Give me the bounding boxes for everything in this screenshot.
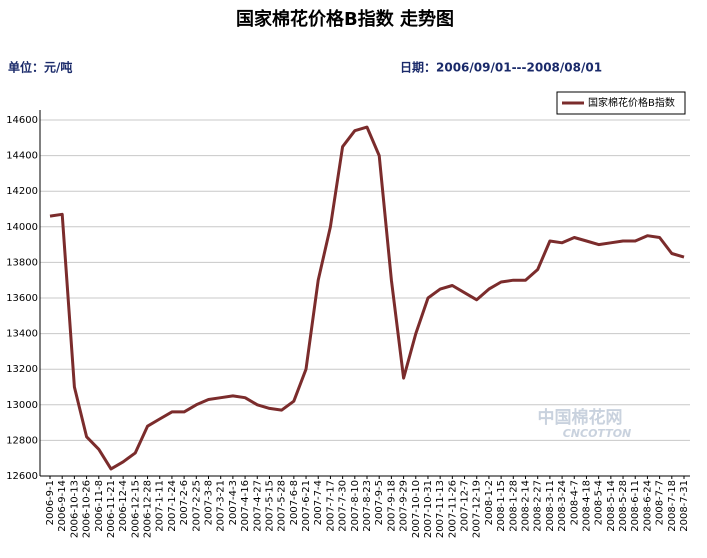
x-tick-label: 2008-7-18 [667,480,678,532]
x-tick-label: 2007-2-6 [179,480,190,525]
y-tick-label: 13000 [6,400,38,411]
x-tick-label: 2006-12-28 [143,480,154,538]
y-tick-label: 14200 [6,186,38,197]
x-tick-label: 2008-7-7 [655,480,666,525]
x-tick-label: 2007-6-21 [301,480,312,532]
legend-box [556,91,686,115]
y-tick-label: 12800 [6,435,38,446]
x-tick-label: 2008-5-14 [606,480,617,532]
y-tick-label: 14000 [6,222,38,233]
x-tick-label: 2008-6-24 [642,480,653,532]
x-tick-label: 2008-4-18 [581,480,592,532]
x-tick-label: 2007-3-8 [204,480,215,525]
x-tick-label: 2007-3-21 [216,480,227,532]
x-tick-label: 2008-1-28 [508,480,519,532]
x-tick-label: 2007-2-25 [191,480,202,532]
line-series [49,125,685,471]
y-tick-label: 14600 [6,115,38,126]
x-tick-label: 2007-7-17 [325,480,336,532]
unit-label: 单位：元/吨 [8,60,72,75]
x-tick-label: 2007-9-29 [399,480,410,532]
x-tick-label: 2007-11-26 [447,480,458,538]
x-tick-label: 2007-5-28 [277,480,288,532]
x-tick-label: 2006-9-1 [45,480,56,525]
x-tick-label: 2008-6-11 [630,480,641,532]
x-tick-label: 2006-11-21 [106,480,117,538]
x-tick-label: 2007-10-10 [411,480,422,538]
x-tick-label: 2007-8-23 [362,480,373,532]
x-tick-label: 2008-2-14 [521,480,532,532]
legend-label: 国家棉花价格B指数 [588,96,675,109]
x-tick-label: 2007-10-31 [423,480,434,538]
x-tick-label: 2006-9-14 [57,480,68,532]
x-tick-label: 2006-10-26 [82,480,93,538]
watermark-sub: CNCOTTON [563,427,632,440]
y-tick-label: 13800 [6,257,38,268]
x-tick-label: 2007-12-7 [460,480,471,532]
x-tick-label: 2007-8-10 [350,480,361,532]
x-tick-label: 2007-4-16 [240,480,251,532]
y-tick-label: 13600 [6,293,38,304]
x-tick-label: 2007-11-13 [435,480,446,538]
x-tick-label: 2007-9-18 [386,480,397,532]
x-tick-label: 2006-12-15 [130,480,141,538]
x-tick-label: 2008-1-2 [484,480,495,525]
x-tick-label: 2006-12-4 [118,480,129,532]
x-tick-label: 2006-11-8 [94,480,105,532]
x-tick-label: 2007-1-24 [167,480,178,532]
x-tick-label: 2008-3-11 [545,480,556,532]
x-tick-label: 2007-4-27 [252,480,263,532]
date-range: 日期：2006/09/01---2008/08/01 [400,60,602,75]
x-tick-label: 2007-5-15 [264,480,275,532]
x-tick-label: 2007-7-30 [338,480,349,532]
x-tick-label: 2007-1-11 [155,480,166,532]
x-tick-label: 2007-9-5 [374,480,385,525]
x-tick-label: 2007-12-19 [472,480,483,538]
x-tick-label: 2008-5-28 [618,480,629,532]
y-tick-label: 14400 [6,151,38,162]
x-tick-label: 2008-7-31 [679,480,690,532]
x-tick-label: 2008-1-15 [496,480,507,532]
chart-title: 国家棉花价格B指数 走势图 [236,8,454,30]
x-tick-label: 2008-3-24 [557,480,568,532]
y-tick-label: 12600 [6,471,38,482]
x-tick-label: 2007-4-3 [228,480,239,525]
x-tick-label: 2007-7-4 [313,480,324,525]
watermark: 中国棉花网 [538,407,623,428]
x-tick-label: 2008-2-27 [533,480,544,532]
x-tick-label: 2008-5-4 [594,480,605,525]
y-tick-label: 13200 [6,364,38,375]
x-tick-label: 2006-10-13 [69,480,80,538]
x-tick-label: 2007-6-8 [289,480,300,525]
y-tick-label: 13400 [6,329,38,340]
x-tick-label: 2008-4-7 [569,480,580,525]
